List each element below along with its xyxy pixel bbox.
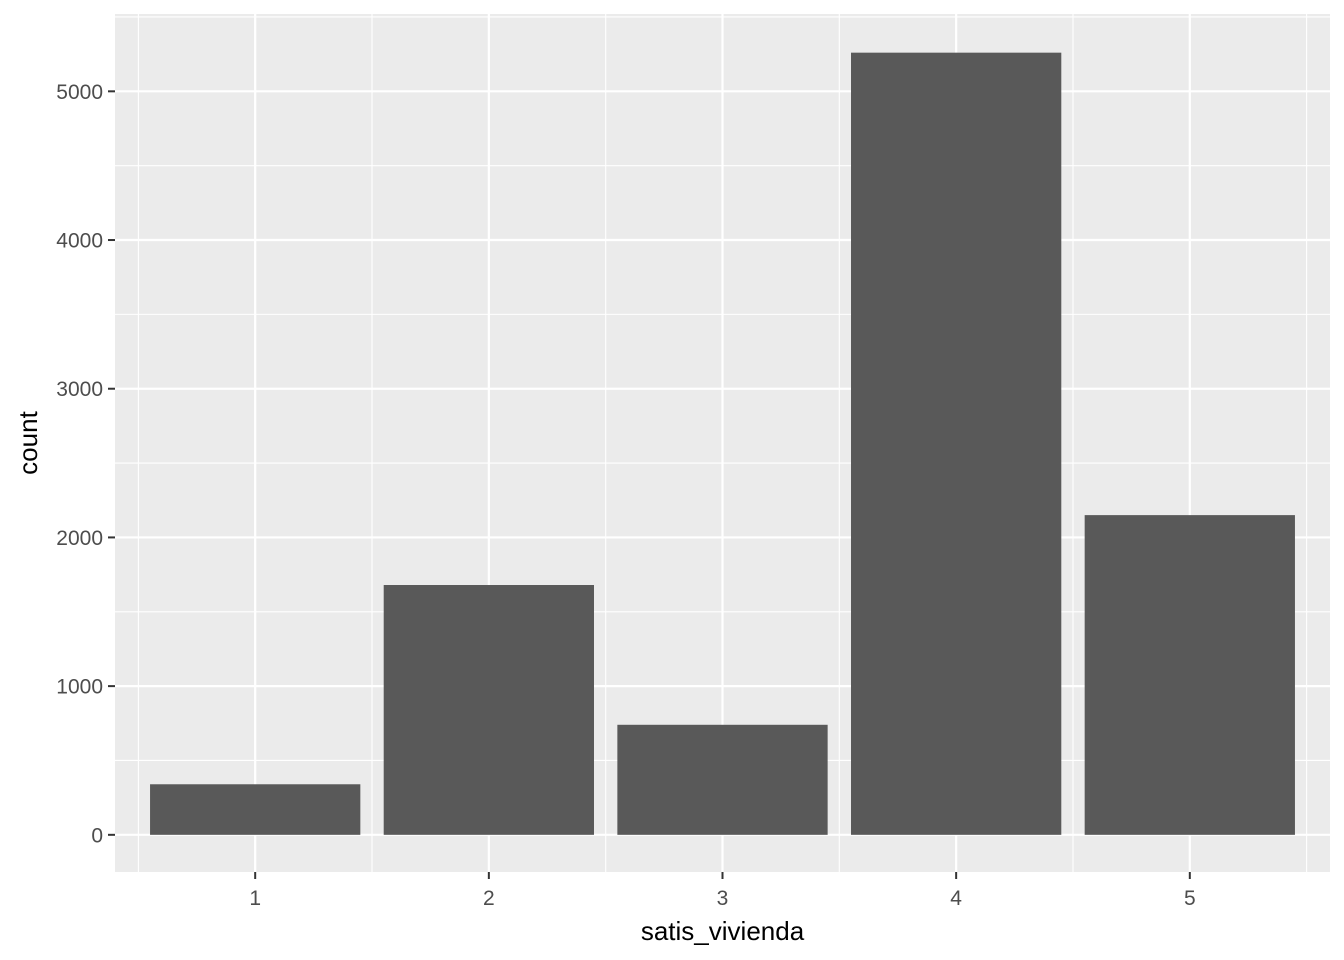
x-tick-label: 4 xyxy=(950,887,962,910)
bar-3 xyxy=(617,724,828,835)
y-tick-label: 0 xyxy=(91,824,103,847)
y-tick-label: 3000 xyxy=(56,378,103,401)
bar-4 xyxy=(851,52,1062,835)
x-axis-title: satis_vivienda xyxy=(641,916,805,946)
y-tick-label: 1000 xyxy=(56,676,103,699)
bar-2 xyxy=(383,585,594,835)
bar-5 xyxy=(1084,515,1295,835)
x-tick-label: 2 xyxy=(483,887,495,910)
y-tick-label: 4000 xyxy=(56,230,103,253)
x-tick-label: 3 xyxy=(717,887,729,910)
x-axis: 1 2 3 4 5 xyxy=(249,872,1196,910)
x-tick-label: 1 xyxy=(249,887,261,910)
bar-1 xyxy=(150,784,361,835)
bars xyxy=(150,52,1295,835)
y-axis-title: count xyxy=(13,410,43,474)
x-tick-label: 5 xyxy=(1184,887,1196,910)
y-tick-label: 2000 xyxy=(56,527,103,550)
y-tick-label: 5000 xyxy=(56,81,103,104)
y-axis: 0 1000 2000 3000 4000 5000 xyxy=(56,81,115,847)
